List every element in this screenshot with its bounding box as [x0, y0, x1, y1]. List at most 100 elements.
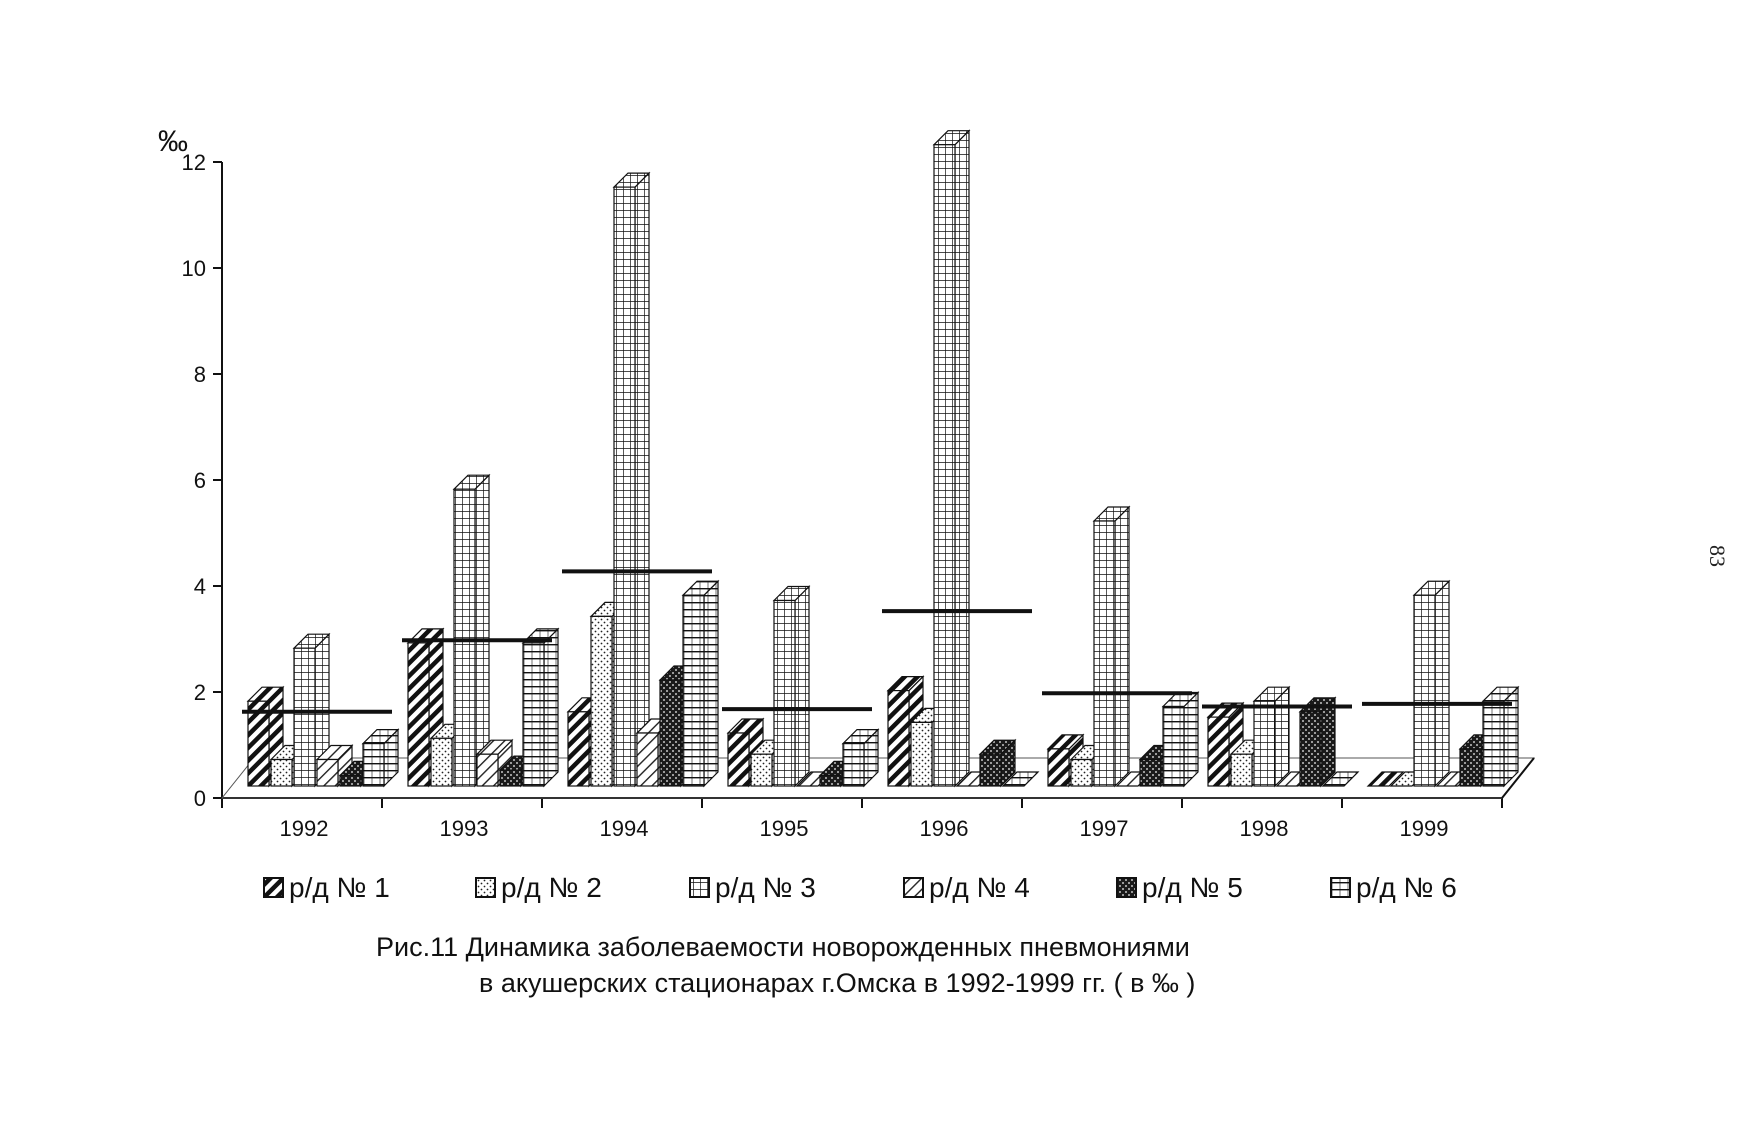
bar-front — [1047, 748, 1070, 787]
legend-swatch — [689, 877, 710, 898]
bar-front — [293, 647, 316, 787]
y-tick-label: 10 — [182, 256, 206, 281]
bar-top — [1321, 771, 1360, 787]
x-tick-label: 1994 — [600, 816, 649, 841]
bar-front — [1482, 700, 1505, 787]
bar — [1321, 771, 1360, 787]
bar-front — [842, 742, 865, 787]
bar — [1366, 771, 1405, 787]
bar-side — [703, 579, 719, 788]
bar — [1092, 505, 1131, 788]
y-unit-label: ‰ — [158, 125, 188, 158]
x-tick-label: 1999 — [1400, 816, 1449, 841]
bar-front — [819, 774, 842, 787]
bar-side — [1274, 685, 1290, 788]
legend-swatch — [1116, 877, 1137, 898]
bar-front — [933, 144, 956, 787]
y-tick-label: 6 — [194, 468, 206, 493]
bar — [1161, 691, 1200, 788]
x-tick-label: 1996 — [920, 816, 969, 841]
bar — [841, 728, 880, 788]
y-tick-label: 2 — [194, 680, 206, 705]
legend-item: р/д № 2 — [475, 872, 602, 903]
bar — [1481, 685, 1520, 788]
bar-front — [476, 753, 499, 787]
figure-caption-line-1: Рис.11 Динамика заболеваемости новорожде… — [376, 932, 1190, 962]
bar-front — [887, 689, 910, 787]
average-lines — [242, 569, 1512, 714]
bar-front — [1459, 748, 1482, 787]
x-tick-label: 1995 — [760, 816, 809, 841]
legend: р/д № 1 р/д № 2 р/д № 3 р/д № 4 р/д № 5 р/д №… — [263, 872, 1457, 903]
bar-side — [1434, 579, 1450, 788]
bar — [772, 585, 811, 788]
figure-caption-line-2: в акушерских стационарах г.Омска в 1992-… — [479, 968, 1196, 998]
bar — [315, 744, 354, 788]
y-tick-label: 12 — [182, 150, 206, 175]
bar-front — [1413, 594, 1436, 787]
bar-front — [499, 769, 522, 787]
bar-side — [474, 473, 490, 788]
y-tick-label: 4 — [194, 574, 206, 599]
bar-side — [543, 627, 559, 788]
bar-front — [979, 753, 1002, 787]
legend-swatch — [903, 877, 924, 898]
bar-side — [1320, 696, 1336, 788]
bar-front — [590, 615, 613, 787]
legend-swatch — [475, 877, 496, 898]
bar — [612, 171, 651, 788]
x-tick-label: 1992 — [280, 816, 329, 841]
bar — [1001, 771, 1040, 787]
bar — [452, 473, 491, 788]
bar-top — [1001, 771, 1040, 787]
bar-front — [567, 711, 590, 787]
bar-side — [794, 585, 810, 788]
bar-front — [1230, 753, 1253, 787]
legend-item: р/д № 1 — [263, 872, 390, 903]
bar-side — [954, 129, 970, 788]
legend-item: р/д № 3 — [689, 872, 816, 903]
bar-front — [1162, 705, 1185, 787]
bar-side — [1114, 505, 1130, 788]
legend-label: р/д № 1 — [289, 872, 390, 903]
legend-swatch — [263, 877, 284, 898]
bar-front — [316, 758, 339, 787]
legend-item: р/д № 5 — [1116, 872, 1243, 903]
legend-item: р/д № 4 — [903, 872, 1030, 903]
bar-front — [407, 642, 430, 787]
bar-side — [1183, 691, 1199, 788]
bar — [681, 579, 720, 788]
bar-front — [1139, 758, 1162, 787]
bar-front — [613, 186, 636, 787]
bar-front — [636, 732, 659, 787]
bar-front — [270, 758, 293, 787]
bar-front — [1093, 520, 1116, 787]
bar-front — [1299, 711, 1322, 787]
bar-front — [727, 732, 750, 787]
bar — [521, 627, 560, 788]
legend-item: р/д № 6 — [1330, 872, 1457, 903]
y-tick-label: 0 — [194, 786, 206, 811]
legend-label: р/д № 3 — [715, 872, 816, 903]
bar-front — [453, 488, 476, 787]
bar-front — [1253, 700, 1276, 787]
bars — [246, 129, 1520, 788]
page-number: 83 — [1705, 545, 1730, 567]
bar — [978, 738, 1017, 788]
bar-front — [773, 599, 796, 787]
chart-floor — [220, 757, 1536, 799]
x-tick-label: 1998 — [1240, 816, 1289, 841]
legend-swatch — [1330, 877, 1351, 898]
bar — [1412, 579, 1451, 788]
legend-label: р/д № 5 — [1142, 872, 1243, 903]
bar-front — [430, 737, 453, 787]
bar-front — [750, 753, 773, 787]
x-tick-label: 1997 — [1080, 816, 1129, 841]
bar-front — [1070, 758, 1093, 787]
y-tick-label: 8 — [194, 362, 206, 387]
bar-front — [362, 742, 385, 787]
bar-front — [682, 594, 705, 787]
floor-edge — [1501, 757, 1535, 799]
bar-side — [634, 171, 650, 788]
